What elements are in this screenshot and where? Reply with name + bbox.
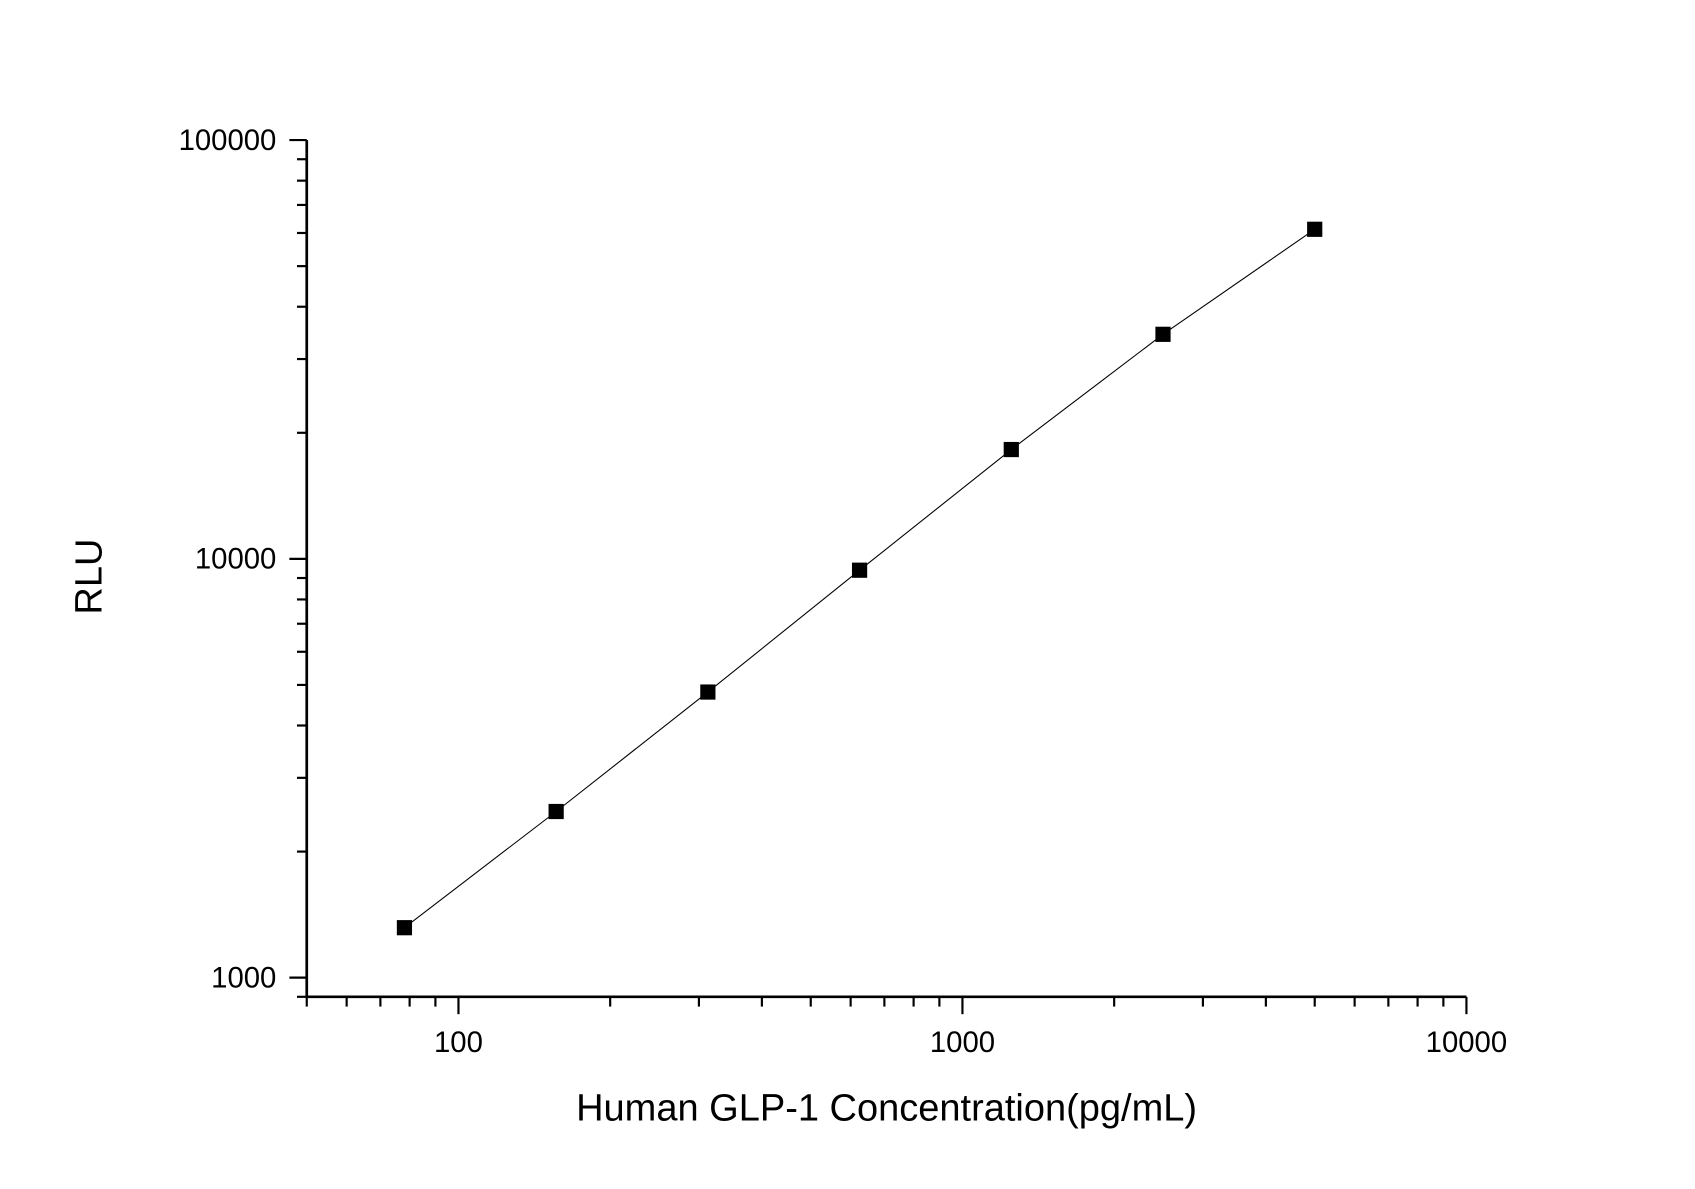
x-tick-label: 100	[434, 1026, 483, 1059]
y-axis-title: RLU	[69, 539, 111, 615]
x-tick-label: 1000	[930, 1026, 995, 1059]
data-point	[700, 684, 716, 700]
data-point	[1155, 326, 1171, 342]
data-point	[1003, 441, 1019, 458]
data-point	[396, 920, 413, 936]
x-axis-title: Human GLP-1 Concentration(pg/mL)	[576, 1088, 1197, 1130]
y-tick-label: 10000	[195, 543, 276, 576]
series-line	[404, 228, 1316, 929]
data-point	[548, 803, 564, 820]
axes: 100 1000 10000 1000 10000 100000	[179, 124, 1508, 1059]
x-tick-label: 10000	[1426, 1026, 1507, 1059]
data-point	[851, 562, 868, 578]
y-tick-label: 100000	[179, 124, 277, 157]
plot-area	[396, 221, 1323, 936]
data-point	[1307, 221, 1323, 237]
y-tick-label: 1000	[211, 961, 276, 994]
